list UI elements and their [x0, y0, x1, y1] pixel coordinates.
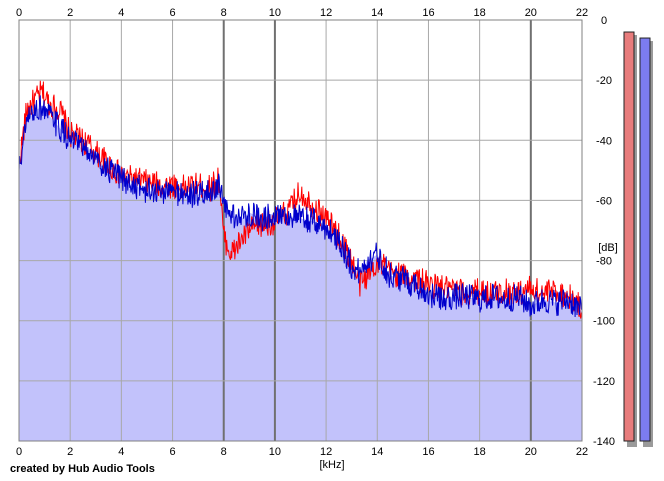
x-tick-label-top: 0: [16, 7, 22, 19]
x-tick-label-bottom: 12: [320, 446, 332, 458]
y-tick-label: -100: [593, 316, 615, 328]
credit-text: created by Hub Audio Tools: [10, 463, 155, 475]
x-tick-label-top: 4: [118, 7, 124, 19]
x-tick-label-bottom: 4: [118, 446, 124, 458]
x-tick-label-bottom: 2: [67, 446, 73, 458]
x-tick-label-bottom: 16: [422, 446, 434, 458]
series-line-2: [18, 95, 583, 318]
x-tick-label-top: 2: [67, 7, 73, 19]
x-tick-label-top: 12: [320, 7, 332, 19]
level-meter-2: [639, 37, 651, 442]
x-tick-label-top: 20: [525, 7, 537, 19]
y-tick-label: -80: [596, 256, 612, 268]
x-tick-label-bottom: 0: [16, 446, 22, 458]
x-tick-label-bottom: 14: [371, 446, 383, 458]
x-axis-label: [kHz]: [319, 459, 344, 471]
x-tick-label-top: 22: [576, 7, 588, 19]
x-tick-label-top: 14: [371, 7, 383, 19]
level-meter-1: [623, 31, 635, 442]
x-tick-label-top: 16: [422, 7, 434, 19]
spectrum-fill-area: [19, 107, 582, 441]
x-tick-label-bottom: 6: [169, 446, 175, 458]
y-tick-label: -40: [596, 135, 612, 147]
x-tick-label-top: 18: [474, 7, 486, 19]
y-axis-label: [dB]: [598, 242, 618, 254]
y-tick-label: -140: [593, 436, 615, 448]
x-tick-label-bottom: 8: [221, 446, 227, 458]
x-tick-label-top: 10: [269, 7, 281, 19]
x-tick-label-top: 6: [169, 7, 175, 19]
x-tick-label-bottom: 10: [269, 446, 281, 458]
plot-frame: [18, 19, 583, 442]
x-tick-label-top: 8: [221, 7, 227, 19]
y-tick-label: -120: [593, 376, 615, 388]
y-tick-label: -60: [596, 195, 612, 207]
x-tick-label-bottom: 20: [525, 446, 537, 458]
x-tick-label-bottom: 22: [576, 446, 588, 458]
y-tick-label: 0: [601, 15, 607, 27]
x-tick-label-bottom: 18: [474, 446, 486, 458]
y-tick-label: -20: [596, 75, 612, 87]
